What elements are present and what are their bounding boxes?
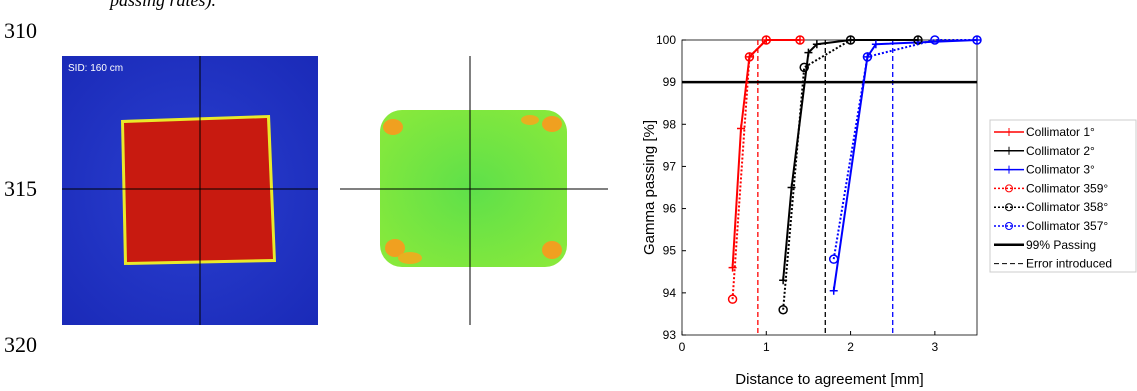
- y-axis-label: Gamma passing [%]: [641, 120, 658, 255]
- x-axis-label: Distance to agreement [mm]: [735, 371, 923, 388]
- y-tick-label: 97: [663, 159, 677, 173]
- y-tick-label: 94: [663, 286, 677, 300]
- y-tick-label: 95: [663, 244, 677, 258]
- legend-label: Collimator 1°: [1026, 125, 1095, 139]
- plot-area: [682, 40, 977, 335]
- legend-label: Collimator 2°: [1026, 144, 1095, 158]
- x-tick-label: 3: [932, 340, 939, 354]
- legend-label: Collimator 357°: [1026, 219, 1108, 233]
- header-fragment: passing rates).: [108, 0, 216, 11]
- gamma-image: [340, 56, 608, 325]
- x-tick-label: 0: [679, 340, 686, 354]
- legend-label: Collimator 359°: [1026, 181, 1108, 195]
- dose-image: SID: 160 cm: [62, 56, 318, 325]
- image-label: SID: 160 cm: [68, 63, 123, 74]
- y-tick-label: 99: [663, 75, 677, 89]
- line-number: 320: [4, 332, 37, 357]
- legend-label: Collimator 3°: [1026, 163, 1095, 177]
- figure: passing rates). 310 315 320 SID: 160 cm …: [0, 0, 1137, 391]
- x-tick-label: 1: [763, 340, 770, 354]
- legend-label: 99% Passing: [1026, 238, 1096, 252]
- chart: 93 94 95 96 97 98 99 100 0 1 2 3 Distance to agreeme…: [641, 33, 1136, 388]
- page: {"page":{"header_fragment":"passing rate…: [0, 0, 1137, 391]
- line-number: 310: [4, 18, 37, 43]
- legend-label: Collimator 358°: [1026, 200, 1108, 214]
- y-tick-label: 100: [656, 33, 676, 47]
- y-tick-label: 98: [663, 117, 677, 131]
- x-tick-label: 2: [847, 340, 854, 354]
- legend-label: Error introduced: [1026, 257, 1112, 271]
- y-tick-label: 96: [663, 202, 677, 216]
- line-number: 315: [4, 176, 37, 201]
- y-tick-label: 93: [663, 328, 677, 342]
